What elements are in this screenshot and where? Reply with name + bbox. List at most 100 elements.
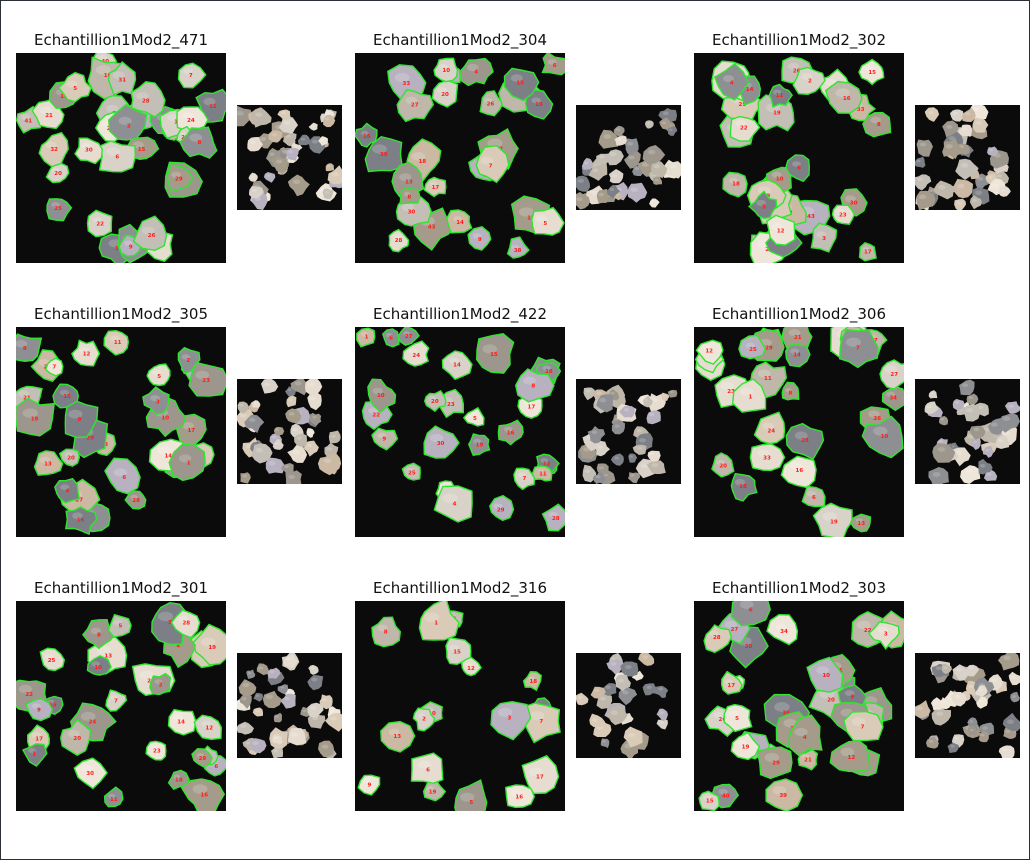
grain-photo: [576, 379, 681, 484]
grain-contour: [367, 378, 397, 414]
sand-grain: [273, 712, 282, 723]
grain-highlight: [651, 199, 656, 202]
grain-highlight: [372, 144, 387, 154]
sand-grain: [504, 68, 539, 101]
grain-contour: [477, 127, 519, 170]
grain-label: 23: [447, 402, 455, 408]
grain-label: 1: [434, 621, 438, 627]
grain-label: 2: [186, 358, 190, 364]
grain-highlight: [377, 432, 387, 439]
grain-highlight: [438, 63, 449, 70]
grain-highlight: [648, 412, 655, 417]
sand-grain: [781, 456, 817, 488]
grain-highlight: [816, 666, 829, 675]
panel-3: Echantillion1Mod2_302 354332413334363027…: [694, 31, 1024, 263]
sand-grain: [40, 648, 65, 671]
grain-contour: [381, 328, 400, 348]
grain-contour: [406, 138, 442, 183]
grain-label: 33: [763, 455, 771, 461]
grain-label: 30: [437, 441, 445, 447]
sand-grain: [972, 117, 989, 133]
grain-highlight: [372, 387, 384, 395]
grain-label: 39: [380, 152, 388, 158]
grain-highlight: [590, 190, 599, 196]
sand-grain: [915, 156, 926, 168]
grain-highlight: [39, 456, 51, 464]
sand-grain: [454, 780, 487, 811]
sand-grain: [620, 661, 639, 677]
grain-highlight: [734, 478, 746, 486]
grain-highlight: [930, 392, 934, 395]
grain-highlight: [97, 54, 108, 61]
grain-highlight: [201, 720, 212, 728]
grain-highlight: [281, 111, 286, 115]
original-thumbnail: [237, 105, 342, 210]
sand-grain: [588, 164, 605, 181]
grain-label: 29: [497, 508, 505, 514]
grain-highlight: [393, 235, 401, 240]
sand-grain: [642, 145, 666, 165]
grain-label: 5: [543, 221, 547, 227]
sand-grain: [392, 162, 424, 197]
grain-highlight: [110, 695, 118, 700]
grain-highlight: [649, 452, 655, 456]
sand-grain: [983, 469, 998, 482]
sand-grain: [969, 195, 982, 210]
grain-label: 3: [156, 400, 160, 406]
sand-grain: [950, 692, 967, 707]
grain-label: 10: [442, 68, 450, 74]
segmentation-overlay: 3543324133343630272629252221231918171315…: [694, 53, 904, 263]
grain-highlight: [275, 159, 283, 164]
grain-highlight: [321, 115, 325, 118]
grain-highlight: [662, 111, 669, 116]
grain-highlight: [968, 666, 974, 670]
grain-highlight: [150, 745, 159, 751]
grain-contour: [145, 396, 187, 438]
grain-highlight: [503, 426, 513, 432]
grain-label: 23: [839, 213, 847, 219]
grain-contour: [39, 647, 66, 672]
sand-grain: [39, 132, 69, 167]
grain-contour: [86, 655, 112, 676]
grain-label: 28: [713, 635, 721, 641]
grain-highlight: [406, 468, 414, 473]
sand-grain: [608, 169, 624, 184]
sand-grain: [149, 673, 171, 695]
grain-label: 8: [531, 383, 535, 389]
sand-grain: [189, 362, 226, 397]
grain-highlight: [628, 155, 635, 160]
grain-label: 30: [408, 210, 416, 216]
grain-contour: [64, 400, 99, 439]
grain-contour: [766, 214, 796, 246]
sand-grain: [798, 749, 818, 770]
segmentation-overlay: 3029282725262422232120181917161415131211…: [355, 327, 565, 537]
grain-highlight: [938, 184, 946, 190]
grain-highlight: [80, 711, 96, 721]
grain-label: 30: [86, 771, 94, 777]
sand-grain: [99, 141, 136, 172]
sand-grain: [813, 503, 852, 537]
sand-grain: [328, 430, 341, 444]
grain-label: 7: [861, 725, 865, 731]
grain-highlight: [321, 744, 329, 749]
sand-grain: [782, 382, 799, 400]
grain-highlight: [51, 202, 60, 208]
sand-grain: [955, 158, 979, 180]
grain-label: 5: [473, 416, 477, 422]
grain-contour: [695, 339, 724, 365]
grain-label: 15: [49, 703, 57, 709]
grain-highlight: [274, 428, 279, 431]
grain-highlight: [288, 412, 295, 416]
grain-highlight: [91, 661, 100, 667]
grain-highlight: [870, 116, 882, 124]
sand-grain: [305, 379, 323, 396]
grain-contour: [522, 670, 542, 692]
sand-grain: [108, 62, 136, 95]
grain-label: 17: [35, 737, 43, 743]
grain-highlight: [528, 676, 535, 681]
grain-highlight: [801, 754, 810, 760]
sand-grain: [168, 770, 190, 790]
grain-contour: [105, 689, 128, 712]
grain-highlight: [167, 114, 179, 122]
sand-grain: [967, 717, 978, 728]
